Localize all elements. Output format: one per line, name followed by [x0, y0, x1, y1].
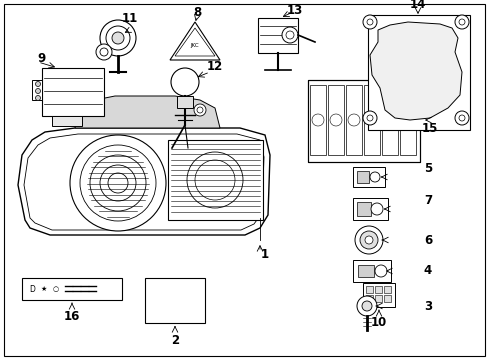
Bar — [42, 68, 104, 116]
Circle shape — [194, 104, 205, 116]
Circle shape — [362, 15, 376, 29]
Circle shape — [108, 173, 128, 193]
Text: 6: 6 — [423, 234, 431, 247]
Circle shape — [285, 31, 293, 39]
Circle shape — [36, 89, 41, 94]
Circle shape — [90, 155, 146, 211]
Circle shape — [359, 231, 377, 249]
Text: 1: 1 — [261, 248, 268, 261]
Bar — [258, 18, 297, 53]
Circle shape — [362, 111, 376, 125]
Text: JKC: JKC — [190, 44, 199, 49]
Text: 4: 4 — [423, 264, 431, 276]
Circle shape — [80, 145, 156, 221]
Polygon shape — [75, 96, 220, 128]
Text: 14: 14 — [409, 0, 426, 12]
Circle shape — [366, 19, 372, 25]
Text: 3: 3 — [423, 300, 431, 312]
Bar — [367, 15, 469, 130]
Circle shape — [370, 203, 382, 215]
Text: D: D — [29, 284, 35, 293]
Text: 8: 8 — [192, 5, 201, 18]
Circle shape — [365, 114, 377, 126]
Bar — [32, 80, 42, 100]
Circle shape — [364, 236, 372, 244]
Circle shape — [171, 68, 199, 96]
Circle shape — [100, 165, 136, 201]
Bar — [352, 260, 390, 282]
Circle shape — [356, 296, 376, 316]
Bar — [374, 286, 381, 293]
Circle shape — [106, 26, 130, 50]
Circle shape — [361, 301, 371, 311]
Circle shape — [374, 265, 386, 277]
Polygon shape — [369, 22, 461, 120]
Circle shape — [70, 135, 165, 231]
Circle shape — [82, 104, 94, 116]
Circle shape — [36, 95, 41, 100]
Bar — [374, 295, 381, 302]
Text: ○: ○ — [53, 286, 59, 292]
Bar — [365, 286, 372, 293]
Circle shape — [197, 107, 203, 113]
Circle shape — [329, 114, 341, 126]
Bar — [383, 295, 390, 302]
Bar — [307, 80, 419, 162]
Circle shape — [369, 172, 379, 182]
Bar — [362, 283, 394, 307]
Polygon shape — [381, 85, 397, 155]
Circle shape — [454, 111, 468, 125]
Circle shape — [401, 114, 413, 126]
Polygon shape — [18, 128, 269, 235]
Circle shape — [311, 114, 324, 126]
Polygon shape — [309, 85, 325, 155]
Circle shape — [458, 115, 464, 121]
Text: 5: 5 — [423, 162, 431, 175]
Text: 11: 11 — [122, 12, 138, 24]
Bar — [383, 286, 390, 293]
Text: 12: 12 — [206, 59, 223, 72]
Polygon shape — [346, 85, 361, 155]
Text: 16: 16 — [63, 310, 80, 323]
Text: ★: ★ — [41, 286, 47, 292]
Bar — [352, 167, 384, 187]
Bar — [365, 295, 372, 302]
Bar — [356, 202, 370, 216]
Text: 2: 2 — [171, 333, 179, 346]
Text: 15: 15 — [421, 122, 437, 135]
Circle shape — [366, 115, 372, 121]
Circle shape — [354, 226, 382, 254]
Circle shape — [85, 107, 91, 113]
Bar — [168, 140, 263, 220]
Circle shape — [112, 32, 124, 44]
Circle shape — [458, 19, 464, 25]
Circle shape — [96, 44, 112, 60]
Polygon shape — [170, 22, 220, 60]
Polygon shape — [399, 85, 415, 155]
Text: 13: 13 — [286, 4, 303, 17]
Text: 9: 9 — [38, 51, 46, 64]
Polygon shape — [363, 85, 379, 155]
Text: 10: 10 — [370, 315, 386, 328]
Circle shape — [454, 15, 468, 29]
Circle shape — [100, 20, 136, 56]
Bar — [52, 116, 82, 126]
Circle shape — [36, 81, 41, 86]
Circle shape — [282, 27, 297, 43]
Polygon shape — [327, 85, 343, 155]
Bar — [145, 278, 204, 323]
Circle shape — [347, 114, 359, 126]
Bar — [22, 278, 122, 300]
Circle shape — [100, 48, 108, 56]
Polygon shape — [175, 28, 215, 56]
Text: 7: 7 — [423, 194, 431, 207]
Circle shape — [383, 114, 395, 126]
Bar — [356, 171, 368, 183]
Bar — [352, 198, 387, 220]
Bar — [357, 265, 373, 277]
Bar — [177, 96, 193, 108]
